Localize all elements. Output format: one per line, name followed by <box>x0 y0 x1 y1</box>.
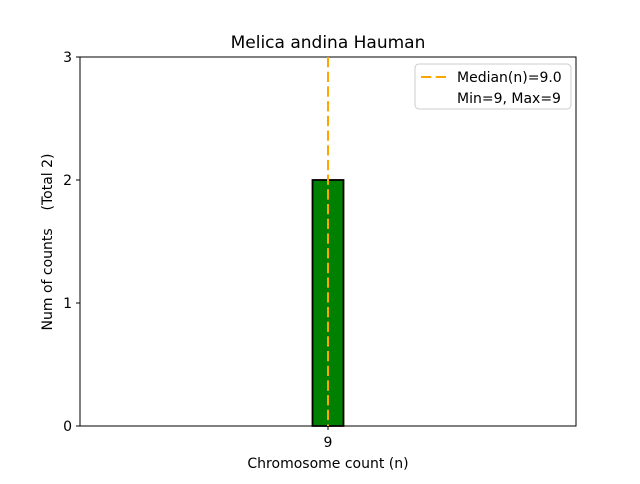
legend-label-minmax: Min=9, Max=9 <box>457 91 561 107</box>
y-axis-ticks: 0 1 2 3 <box>63 50 80 435</box>
y-tick-label: 2 <box>63 173 72 189</box>
x-axis-label: Chromosome count (n) <box>247 456 408 472</box>
legend-box <box>414 63 572 110</box>
y-tick-label: 0 <box>63 419 72 435</box>
chart-title: Melica andina Hauman <box>231 33 426 53</box>
y-tick-label: 1 <box>63 296 72 312</box>
x-axis-ticks: 9 <box>324 426 333 451</box>
legend-label-median: Median(n)=9.0 <box>457 70 562 86</box>
y-axis-label: Num of counts (Total 2) <box>40 154 56 331</box>
x-tick-label: 9 <box>324 435 333 451</box>
legend: Median(n)=9.0 Min=9, Max=9 <box>414 63 572 110</box>
y-tick-label: 3 <box>63 50 72 66</box>
